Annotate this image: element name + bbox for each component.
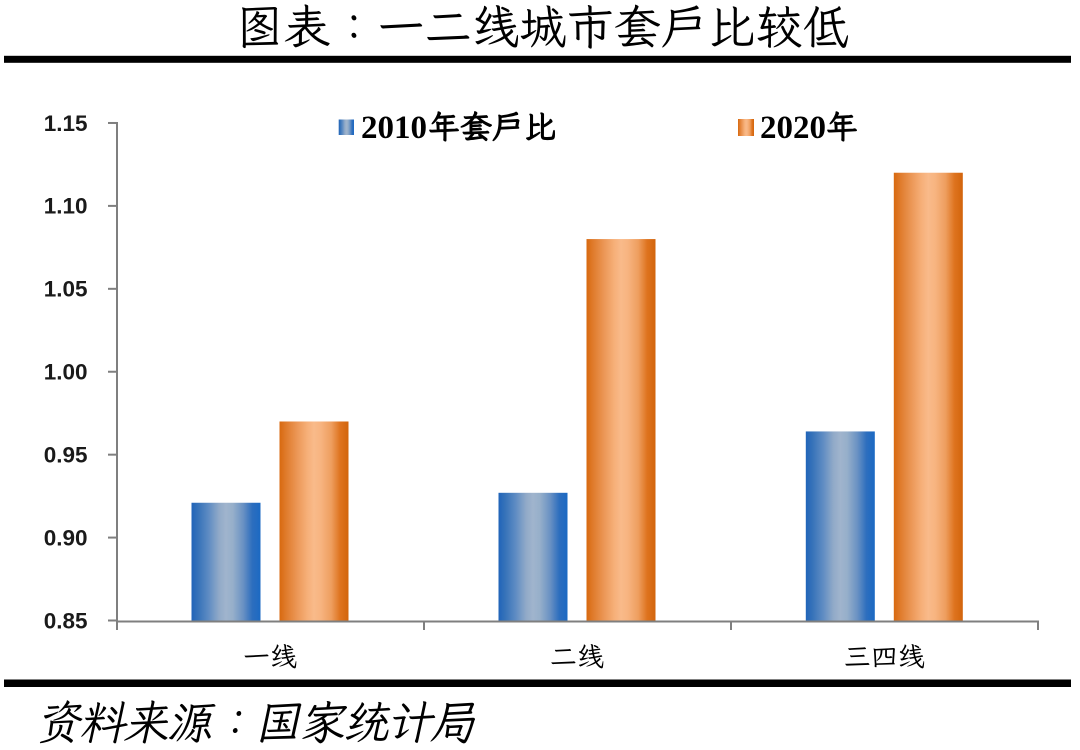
svg-text:0.95: 0.95 bbox=[44, 442, 88, 467]
svg-text:0.90: 0.90 bbox=[44, 525, 88, 550]
svg-text:1.05: 1.05 bbox=[44, 277, 88, 302]
svg-text:2020: 2020 bbox=[760, 110, 826, 146]
svg-text:1.15: 1.15 bbox=[44, 111, 88, 136]
svg-text:0.85: 0.85 bbox=[44, 608, 88, 633]
svg-text:2010: 2010 bbox=[361, 110, 427, 146]
svg-text:1.00: 1.00 bbox=[44, 360, 88, 385]
svg-text:1.10: 1.10 bbox=[44, 194, 88, 219]
